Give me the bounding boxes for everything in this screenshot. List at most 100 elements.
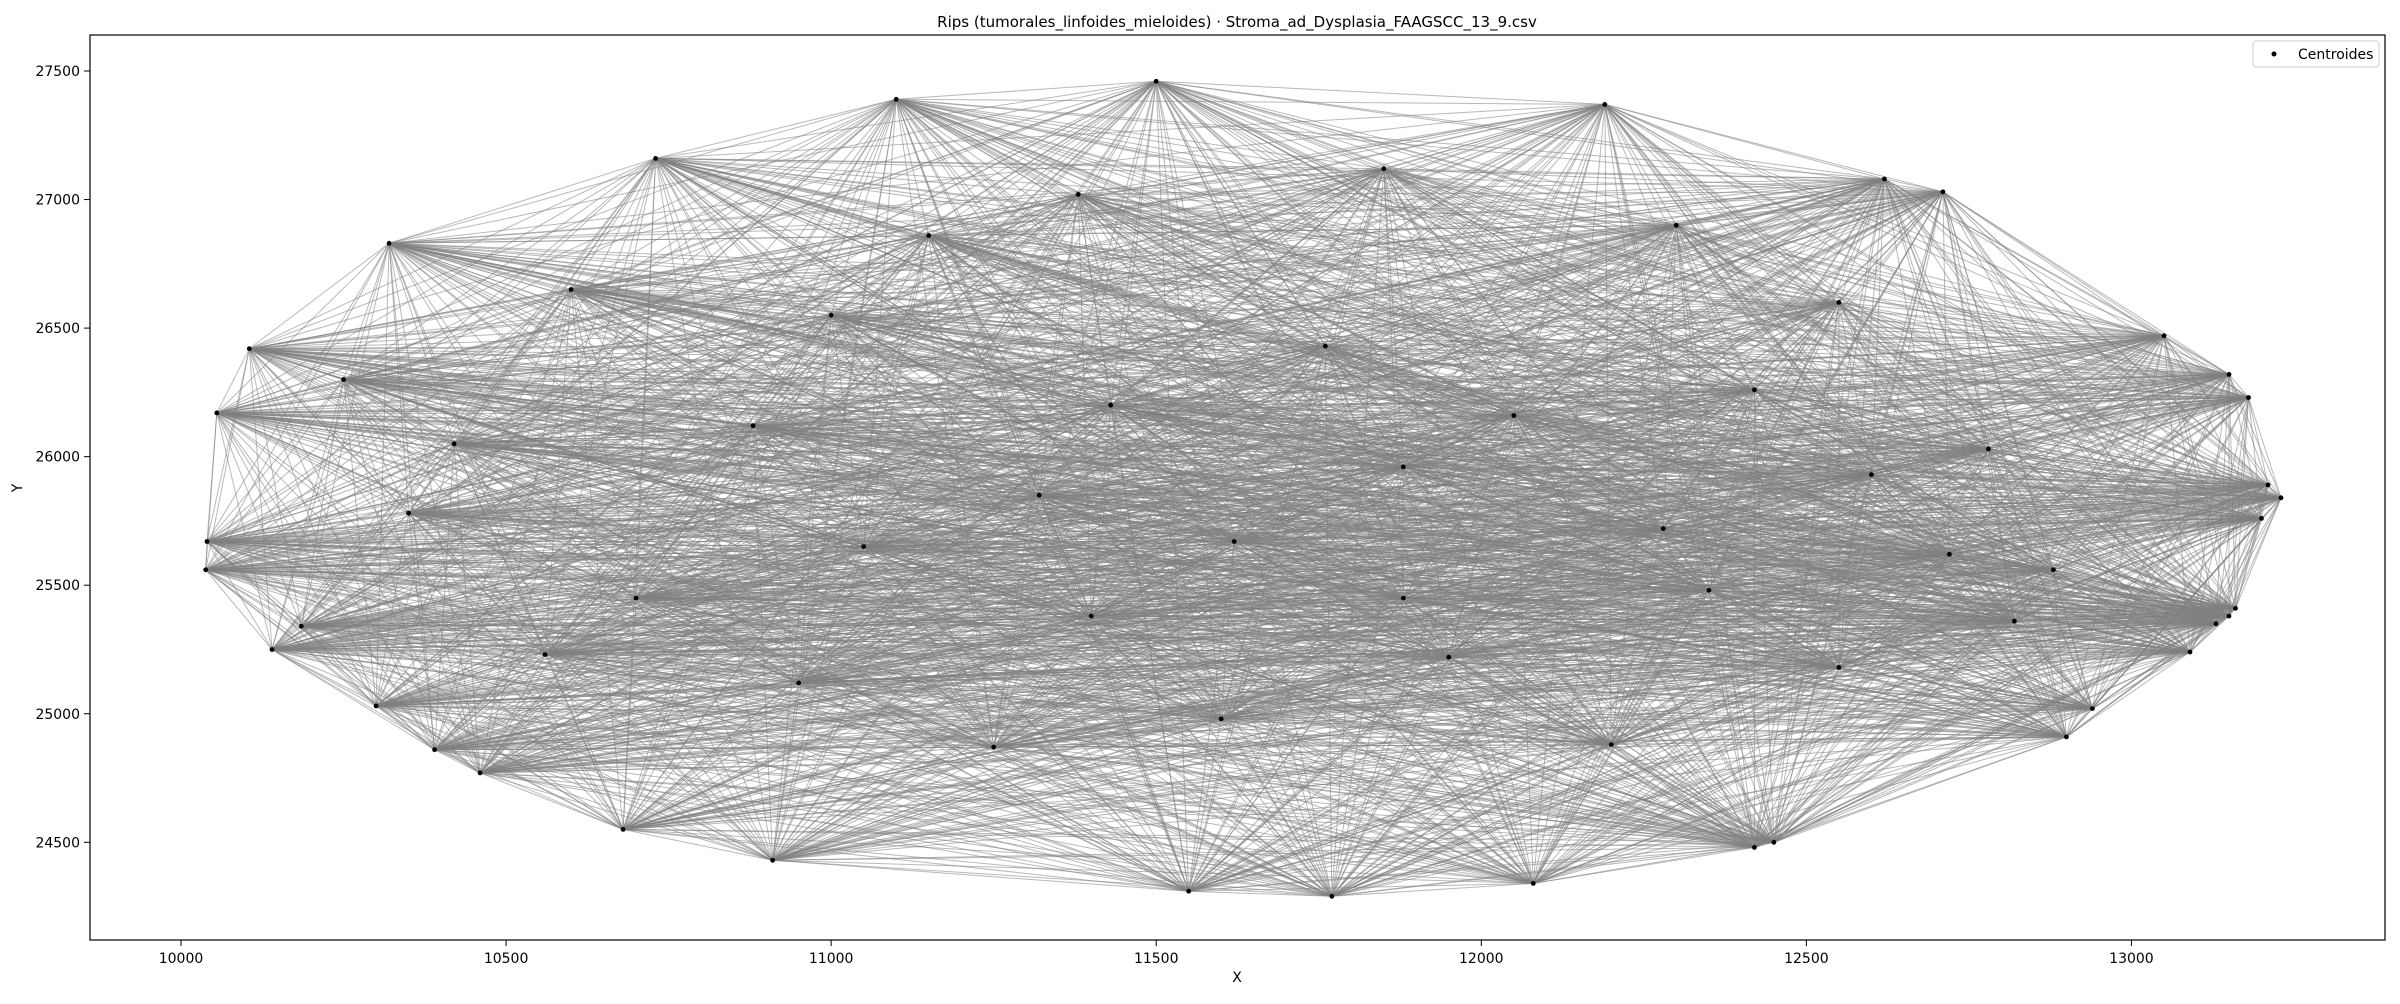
edge xyxy=(1532,744,1612,884)
edge xyxy=(863,301,1840,548)
edge xyxy=(343,379,377,707)
edge xyxy=(1383,168,1950,555)
edge xyxy=(1610,178,1885,745)
edge xyxy=(1156,80,2230,375)
edge xyxy=(375,243,390,707)
edge xyxy=(1773,497,2282,843)
edge xyxy=(1221,553,1950,720)
edge xyxy=(206,541,273,650)
edge xyxy=(1987,448,2054,571)
centroid-point xyxy=(1231,539,1237,544)
edge xyxy=(1838,301,2282,499)
edge xyxy=(545,620,2015,656)
edge xyxy=(408,512,864,548)
edge xyxy=(1708,589,2067,738)
edge xyxy=(571,289,1989,450)
edge xyxy=(831,314,1950,555)
edge xyxy=(1155,80,1515,416)
edge xyxy=(993,746,1755,848)
edge xyxy=(1403,597,1839,668)
edge xyxy=(453,443,799,684)
edge xyxy=(896,98,1677,226)
edge xyxy=(454,443,1950,555)
edge xyxy=(1383,168,2230,375)
edge xyxy=(1754,389,1989,450)
edge xyxy=(1325,345,1989,450)
edge xyxy=(1077,193,1710,591)
edge xyxy=(635,168,1385,599)
edge xyxy=(655,98,897,159)
x-tick-label: 10000 xyxy=(159,951,204,967)
edge xyxy=(1871,474,2269,486)
edge xyxy=(772,859,1189,892)
edge xyxy=(205,569,435,751)
edge xyxy=(388,243,455,444)
centroid-point xyxy=(770,857,775,863)
edge xyxy=(1156,80,1885,180)
edge xyxy=(479,314,832,774)
edge xyxy=(408,512,799,684)
edge xyxy=(928,178,1885,236)
edge xyxy=(1188,718,1222,892)
edge xyxy=(1838,623,2217,668)
edge xyxy=(1188,890,1332,897)
edge xyxy=(928,235,2230,375)
edge xyxy=(863,546,1709,591)
edge xyxy=(830,80,1157,316)
edge xyxy=(798,315,832,683)
edge xyxy=(993,746,1333,897)
edge xyxy=(1078,193,1677,226)
edge xyxy=(1325,345,1664,530)
edge xyxy=(753,301,1839,427)
edge xyxy=(896,98,1755,391)
edge xyxy=(1221,569,2054,720)
edge xyxy=(2228,518,2262,617)
edge xyxy=(545,597,1404,656)
edge xyxy=(2248,397,2282,498)
edge xyxy=(752,425,865,547)
edge xyxy=(1753,554,1950,848)
edge xyxy=(408,193,1079,514)
edge xyxy=(1078,193,2054,571)
edge xyxy=(434,615,1092,751)
edge xyxy=(479,158,657,774)
edge xyxy=(830,314,1092,617)
edge xyxy=(1221,620,2015,720)
centroid-point xyxy=(1752,845,1757,850)
edge xyxy=(544,654,994,748)
edge xyxy=(1078,193,1872,476)
edge xyxy=(375,513,410,707)
edge xyxy=(1110,103,1606,406)
x-tick-label: 12000 xyxy=(1459,951,1504,967)
edge xyxy=(1383,168,2236,609)
edge xyxy=(1403,373,2230,468)
centroid-points xyxy=(203,78,2284,899)
edge xyxy=(408,512,546,655)
edge xyxy=(2228,497,2282,617)
edge xyxy=(545,654,1612,746)
edge xyxy=(1513,104,1606,416)
centroid-point xyxy=(1400,595,1406,601)
edge xyxy=(2092,651,2191,710)
edge xyxy=(655,157,1677,226)
edge xyxy=(434,443,455,750)
edge xyxy=(1838,301,2269,486)
edge xyxy=(343,301,1839,380)
edge xyxy=(928,235,2015,622)
edge xyxy=(2261,497,2282,519)
edge xyxy=(206,541,481,774)
plot-frame xyxy=(89,34,2386,941)
edge xyxy=(300,243,390,627)
edge xyxy=(545,654,1774,843)
edge xyxy=(831,314,1326,347)
centroid-point xyxy=(1660,526,1666,531)
edge xyxy=(1110,404,1755,848)
edge xyxy=(1604,104,1840,303)
edge xyxy=(479,597,637,774)
edge xyxy=(544,289,572,655)
edge xyxy=(1611,708,2093,746)
edge xyxy=(408,512,637,599)
centroid-point xyxy=(298,623,304,629)
edge xyxy=(1838,302,2015,622)
edge xyxy=(1533,607,2236,884)
